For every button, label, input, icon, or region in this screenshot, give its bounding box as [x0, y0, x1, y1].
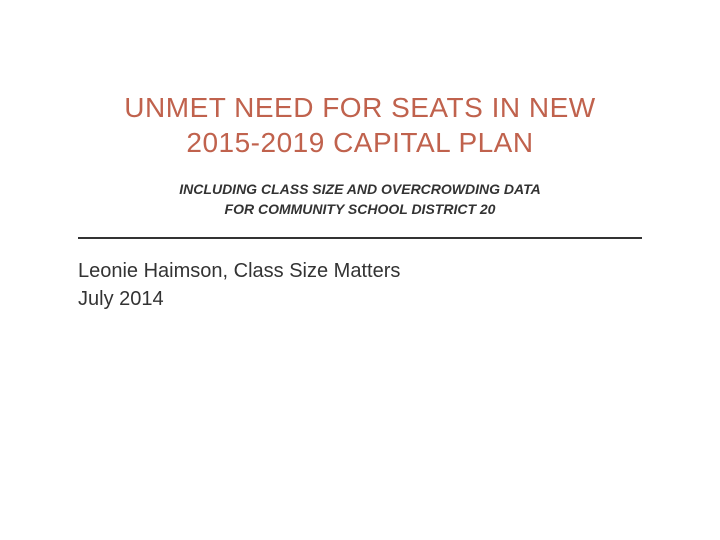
subtitle-line-2: FOR COMMUNITY SCHOOL DISTRICT 20 — [225, 201, 496, 217]
slide-container: UNMET NEED FOR SEATS IN NEW 2015-2019 CA… — [0, 0, 720, 540]
author-name: Leonie Haimson, Class Size Matters — [78, 257, 660, 285]
section-divider — [78, 237, 642, 239]
author-date: July 2014 — [78, 285, 660, 313]
slide-title: UNMET NEED FOR SEATS IN NEW 2015-2019 CA… — [60, 90, 660, 160]
slide-subtitle: INCLUDING CLASS SIZE AND OVERCROWDING DA… — [60, 180, 660, 219]
subtitle-line-1: INCLUDING CLASS SIZE AND OVERCROWDING DA… — [179, 181, 540, 197]
author-info: Leonie Haimson, Class Size Matters July … — [60, 257, 660, 313]
